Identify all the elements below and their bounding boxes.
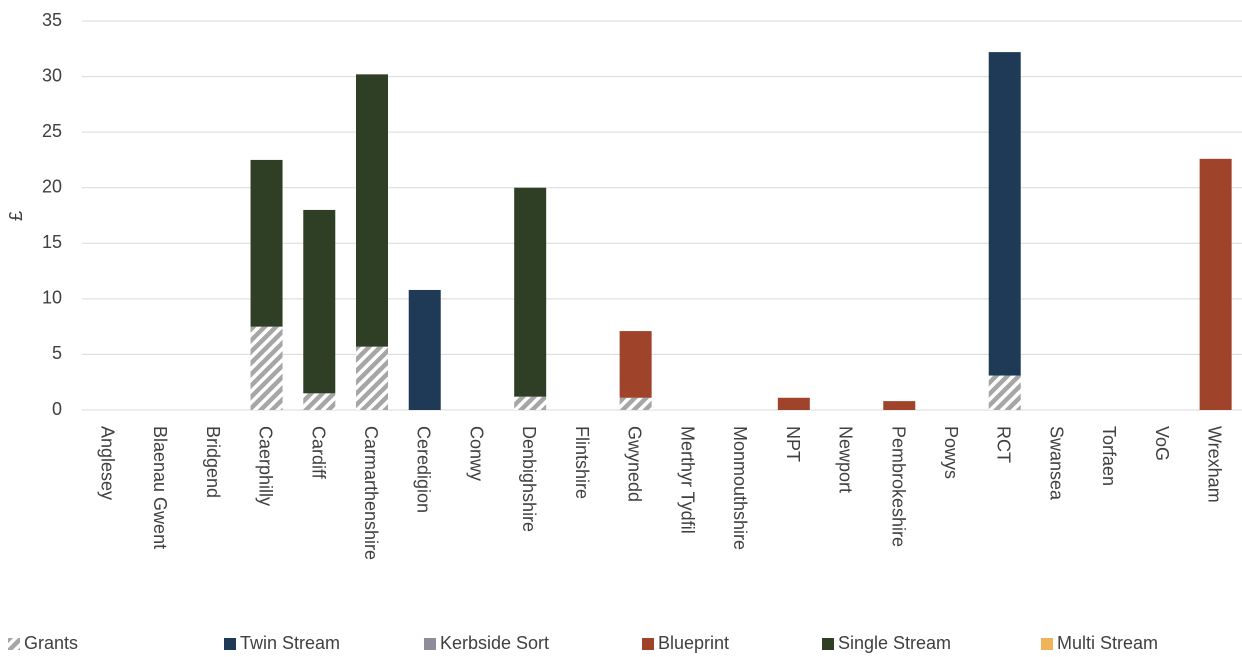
legend-label: Grants: [24, 633, 78, 653]
bar-segment-single-stream: [514, 187, 547, 397]
legend-swatch: [642, 638, 654, 650]
x-tick-label: Flintshire: [572, 426, 592, 499]
bar-segment-single-stream: [303, 209, 336, 394]
y-tick-label: 25: [42, 121, 62, 141]
legend-swatch: [822, 638, 834, 650]
x-tick-label: Swansea: [1046, 426, 1066, 501]
x-tick-label: VoG: [1152, 426, 1172, 461]
x-tick-label: Wrexham: [1205, 426, 1225, 503]
legend-swatch: [224, 638, 236, 650]
legend-item-multi-stream: Multi Stream: [1041, 633, 1158, 653]
x-tick-label: Conwy: [466, 426, 486, 481]
x-tick-label: Blaenau Gwent: [150, 426, 170, 549]
bar-segment-grants: [250, 326, 283, 410]
legend-item-twin-stream: Twin Stream: [224, 633, 340, 653]
y-tick-label: 10: [42, 288, 62, 308]
bar-segment-twin-stream: [988, 52, 1021, 376]
y-tick-label: 35: [42, 10, 62, 30]
legend-swatch: [424, 638, 436, 650]
bar-segment-blueprint: [1199, 158, 1232, 410]
x-tick-label: Denbighshire: [519, 426, 539, 532]
y-tick-label: 5: [52, 343, 62, 363]
x-tick-label: Cardiff: [308, 426, 328, 480]
x-tick-label: Merthyr Tydfil: [677, 426, 697, 534]
y-tick-label: 30: [42, 65, 62, 85]
legend-swatch: [1041, 638, 1053, 650]
x-tick-label: NPT: [783, 426, 803, 462]
bar-segment-grants: [619, 397, 652, 410]
x-tick-label: Caerphilly: [256, 426, 276, 506]
bars: [250, 52, 1232, 410]
legend-label: Kerbside Sort: [440, 633, 549, 653]
legend-label: Multi Stream: [1057, 633, 1158, 653]
legend-label: Twin Stream: [240, 633, 340, 653]
x-tick-label: Pembrokeshire: [888, 426, 908, 547]
x-tick-label: Torfaen: [1099, 426, 1119, 486]
legend: Grants Twin Stream Kerbside Sort Blueprint S…: [8, 633, 1158, 653]
bar-segment-grants: [988, 375, 1021, 410]
legend-label: Blueprint: [658, 633, 729, 653]
legend-item-kerbside-sort: Kerbside Sort: [424, 633, 549, 653]
x-tick-label: Anglesey: [97, 426, 117, 500]
legend-item-blueprint: Blueprint: [642, 633, 729, 653]
x-tick-label: Gwynedd: [625, 426, 645, 502]
legend-item-grants: Grants: [8, 633, 78, 653]
legend-item-single-stream: Single Stream: [822, 633, 951, 653]
x-tick-label: Ceredigion: [414, 426, 434, 513]
bar-segment-grants: [514, 396, 547, 410]
bar-segment-blueprint: [883, 401, 916, 410]
bar-segment-grants: [303, 393, 336, 410]
bar-segment-blueprint: [777, 397, 810, 410]
bar-segment-grants: [356, 346, 388, 410]
y-tick-label: 15: [42, 232, 62, 252]
x-tick-label: Bridgend: [203, 426, 223, 498]
bar-segment-blueprint: [619, 331, 652, 398]
bar-segment-twin-stream: [408, 289, 441, 410]
bar-segment-single-stream: [250, 159, 283, 327]
x-tick-label: Newport: [836, 426, 856, 493]
x-tick-label: RCT: [994, 426, 1014, 463]
y-tick-label: 0: [52, 399, 62, 419]
legend-label: Single Stream: [838, 633, 951, 653]
bar-segment-single-stream: [356, 74, 388, 347]
y-tick-label: 20: [42, 176, 62, 196]
x-tick-label: Carmarthenshire: [361, 426, 381, 560]
y-tick-labels: 0 5 10 15 20 25 30 35: [42, 10, 62, 419]
x-tick-label: Powys: [941, 426, 961, 479]
x-tick-labels: Anglesey Blaenau Gwent Bridgend Caerphilly C…: [97, 426, 1224, 560]
legend-swatch: [8, 638, 20, 650]
x-tick-label: Monmouthshire: [730, 426, 750, 550]
y-axis-label: £: [6, 211, 26, 221]
